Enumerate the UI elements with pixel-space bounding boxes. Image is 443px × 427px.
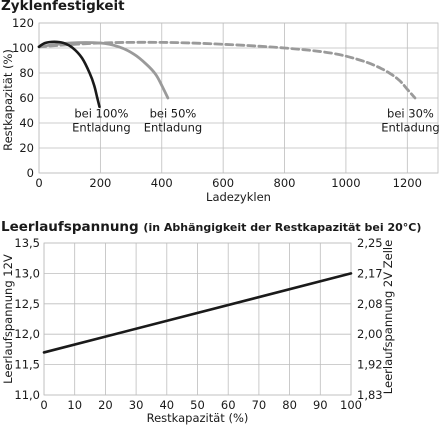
chart-1-ytick-label: 120 <box>12 16 34 30</box>
chart-2-y2tick-label: 2,17 <box>357 266 383 280</box>
chart-2-ytick-label: 12,5 <box>14 297 40 311</box>
chart-2-subtitle: (in Abhängigkeit der Restkapazität bei 2… <box>143 221 422 234</box>
chart-1-ytick-label: 0 <box>27 166 34 180</box>
chart-2-y2tick-label: 1,83 <box>357 388 383 402</box>
chart-1-series-line <box>37 40 417 100</box>
chart-2-xtick-label: 0 <box>40 398 47 412</box>
chart-1-ytick-label: 60 <box>19 91 34 105</box>
chart-1-series-line <box>37 40 101 109</box>
chart-1-series-label: bei 30% <box>387 106 434 120</box>
chart-2-xtick-label: 70 <box>252 398 267 412</box>
chart-1-title: Zyklenfestigkeit <box>1 0 125 14</box>
chart-1-xtick-label: 200 <box>89 176 111 190</box>
chart-1-ytick-label: 80 <box>19 66 34 80</box>
chart-2-xtick-label: 90 <box>313 398 328 412</box>
chart-2-xtick-label: 100 <box>340 398 362 412</box>
chart-2-xtick-label: 10 <box>67 398 82 412</box>
chart-2-title-main: Leerlaufspannung <box>1 219 139 235</box>
chart-2-ytick-label: 12,0 <box>14 327 40 341</box>
chart-2-series-line <box>42 272 353 354</box>
chart-2-xtick-label: 40 <box>159 398 174 412</box>
chart-1-xtick-label: 1200 <box>393 176 422 190</box>
chart-1-xtick-label: 800 <box>274 176 296 190</box>
chart-2-xtick-label: 50 <box>190 398 205 412</box>
chart-2-ytick-label: 11,0 <box>14 388 40 402</box>
chart-1-xtick-label: 600 <box>212 176 234 190</box>
chart-1-series-label: bei 50% <box>150 106 197 120</box>
chart-2-ylabel: Leerlaufspannung 12V <box>1 254 15 384</box>
chart-2-ytick-label: 13,0 <box>14 266 40 280</box>
chart-1-series-label: Entladung <box>381 120 439 134</box>
chart-1-series-label: Entladung <box>144 120 202 134</box>
chart-2-ytick-label: 11,5 <box>14 358 40 372</box>
chart-1-xtick-label: 400 <box>151 176 173 190</box>
chart-1-xtick-label: 1000 <box>331 176 360 190</box>
chart-1-xtick-label: 0 <box>35 176 42 190</box>
chart-2-y2tick-label: 2,25 <box>357 236 383 250</box>
chart-2-y2tick-label: 1,92 <box>357 358 383 372</box>
chart-2-xtick-label: 60 <box>221 398 236 412</box>
chart-2-y2tick-label: 2,08 <box>357 297 383 311</box>
chart-2-xtick-label: 20 <box>98 398 113 412</box>
chart-2-xtick-label: 30 <box>129 398 144 412</box>
chart-1-series-label: bei 100% <box>74 106 128 120</box>
chart-2-xlabel: Restkapazität (%) <box>147 411 249 425</box>
chart-1-series-label: Entladung <box>72 120 130 134</box>
chart-2-y2tick-label: 2,00 <box>357 327 383 341</box>
chart-1-ytick-label: 40 <box>19 116 34 130</box>
chart-2-ytick-label: 13,5 <box>14 236 40 250</box>
chart-1-xlabel: Ladezyklen <box>206 190 271 204</box>
chart-2-y2label: Leerlaufspannung 2V Zelle <box>381 240 395 394</box>
chart-1-ytick-label: 20 <box>19 141 34 155</box>
chart-2-title: Leerlaufspannung (in Abhängigkeit der Re… <box>1 219 421 235</box>
chart-1-ytick-label: 100 <box>12 41 34 55</box>
chart-1-ylabel: Restkapazität (%) <box>1 49 15 151</box>
chart-1-series-line <box>37 41 170 100</box>
chart-2-xtick-label: 80 <box>282 398 297 412</box>
